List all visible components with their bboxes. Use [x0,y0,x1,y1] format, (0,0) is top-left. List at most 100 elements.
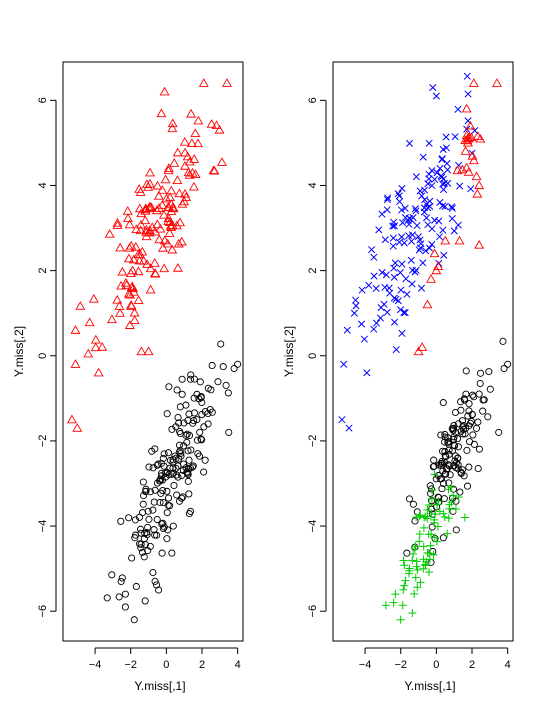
data-point-cross [417,284,426,292]
data-point-triangle [141,179,152,189]
data-point-cross [424,221,432,229]
data-point-triangle [152,219,163,229]
x-axis-label: Y.miss[,1] [404,679,455,693]
data-point-cross [436,233,444,241]
data-point-cross [429,83,437,92]
data-point-circle [476,379,484,388]
data-point-circle [141,529,149,537]
data-point-cross [448,215,456,223]
y-tick-label: −4 [37,520,49,533]
data-point-circle [185,465,193,473]
data-point-cross [395,192,403,200]
data-point-triangle [122,213,133,223]
data-point-circle [132,531,140,539]
data-point-cross [340,360,348,368]
data-point-triangle [167,118,178,128]
data-point-cross [403,290,411,298]
data-point-plus [409,549,418,558]
data-point-circle [153,515,161,524]
data-point-circle [121,603,129,611]
data-point-cross [463,72,471,80]
data-point-circle [204,409,212,418]
data-point-triangle [169,158,180,167]
data-point-triangle [112,217,123,227]
data-point-plus [434,497,443,506]
data-point-cross [416,244,425,252]
data-point-triangle [166,206,177,215]
data-point-circle [175,441,184,449]
plot-frame [62,61,244,642]
data-point-circle [168,425,176,433]
data-point-plus [440,512,449,521]
data-point-triangle [471,171,482,181]
data-point-circle [175,448,183,456]
data-point-circle [465,438,474,446]
data-point-cross [370,325,378,333]
data-point-circle [222,381,230,389]
data-point-cross [407,256,415,264]
data-point-triangle [125,289,136,299]
data-point-triangle [145,167,155,177]
data-point-circle [153,479,162,487]
data-point-triangle [126,240,137,250]
data-point-circle [176,429,184,438]
data-point-circle [151,531,159,539]
data-point-cross [442,133,450,141]
data-point-circle [446,471,454,479]
x-tick-label: 4 [505,659,511,671]
data-point-circle [158,549,166,557]
data-point-cross [345,424,353,432]
data-point-cross [381,236,389,244]
data-point-triangle [136,219,146,229]
data-point-circle [214,378,222,386]
data-point-cross [394,190,402,198]
data-point-cross [416,236,424,244]
data-point-circle [149,464,157,472]
data-point-triangle [472,188,483,198]
data-point-cross [448,204,456,212]
data-point-circle [138,548,147,556]
data-point-cross [382,271,390,279]
data-point-plus [443,529,452,538]
data-point-circle [225,428,233,436]
data-point-plus [454,492,463,501]
data-point-circle [440,495,448,503]
data-point-cross [363,369,371,377]
data-point-circle [457,406,465,414]
data-point-triangle [152,180,163,190]
data-point-plus [451,505,460,514]
data-point-cross [350,309,358,317]
data-point-circle [149,568,157,577]
data-point-circle [139,500,147,508]
data-point-plus [412,513,421,522]
data-point-triangle [121,280,132,289]
data-point-triangle [112,220,123,230]
data-point-circle [484,413,492,421]
data-point-triangle [134,255,145,265]
data-point-circle [486,385,494,393]
data-point-cross [408,280,416,288]
data-point-triangle [88,293,99,303]
data-point-circle [121,590,129,598]
data-point-cross [401,204,409,212]
data-point-cross [383,196,391,204]
data-point-circle [463,446,471,454]
data-point-triangle [117,266,128,276]
data-point-plus [401,576,410,585]
plot-frame [332,61,514,642]
data-point-triangle [457,164,468,174]
data-point-circle [405,495,414,503]
data-point-circle [441,433,449,441]
data-point-circle [194,450,202,458]
data-point-triangle [90,334,101,344]
data-point-circle [108,571,116,579]
data-point-circle [187,371,195,379]
data-point-cross [383,206,391,214]
data-point-cross [422,200,430,208]
data-point-circle [187,446,195,454]
data-point-cross [391,259,399,267]
data-point-triangle [190,128,201,138]
data-point-circle [151,486,159,494]
data-point-cross [436,198,444,206]
data-point-circle [186,375,195,383]
